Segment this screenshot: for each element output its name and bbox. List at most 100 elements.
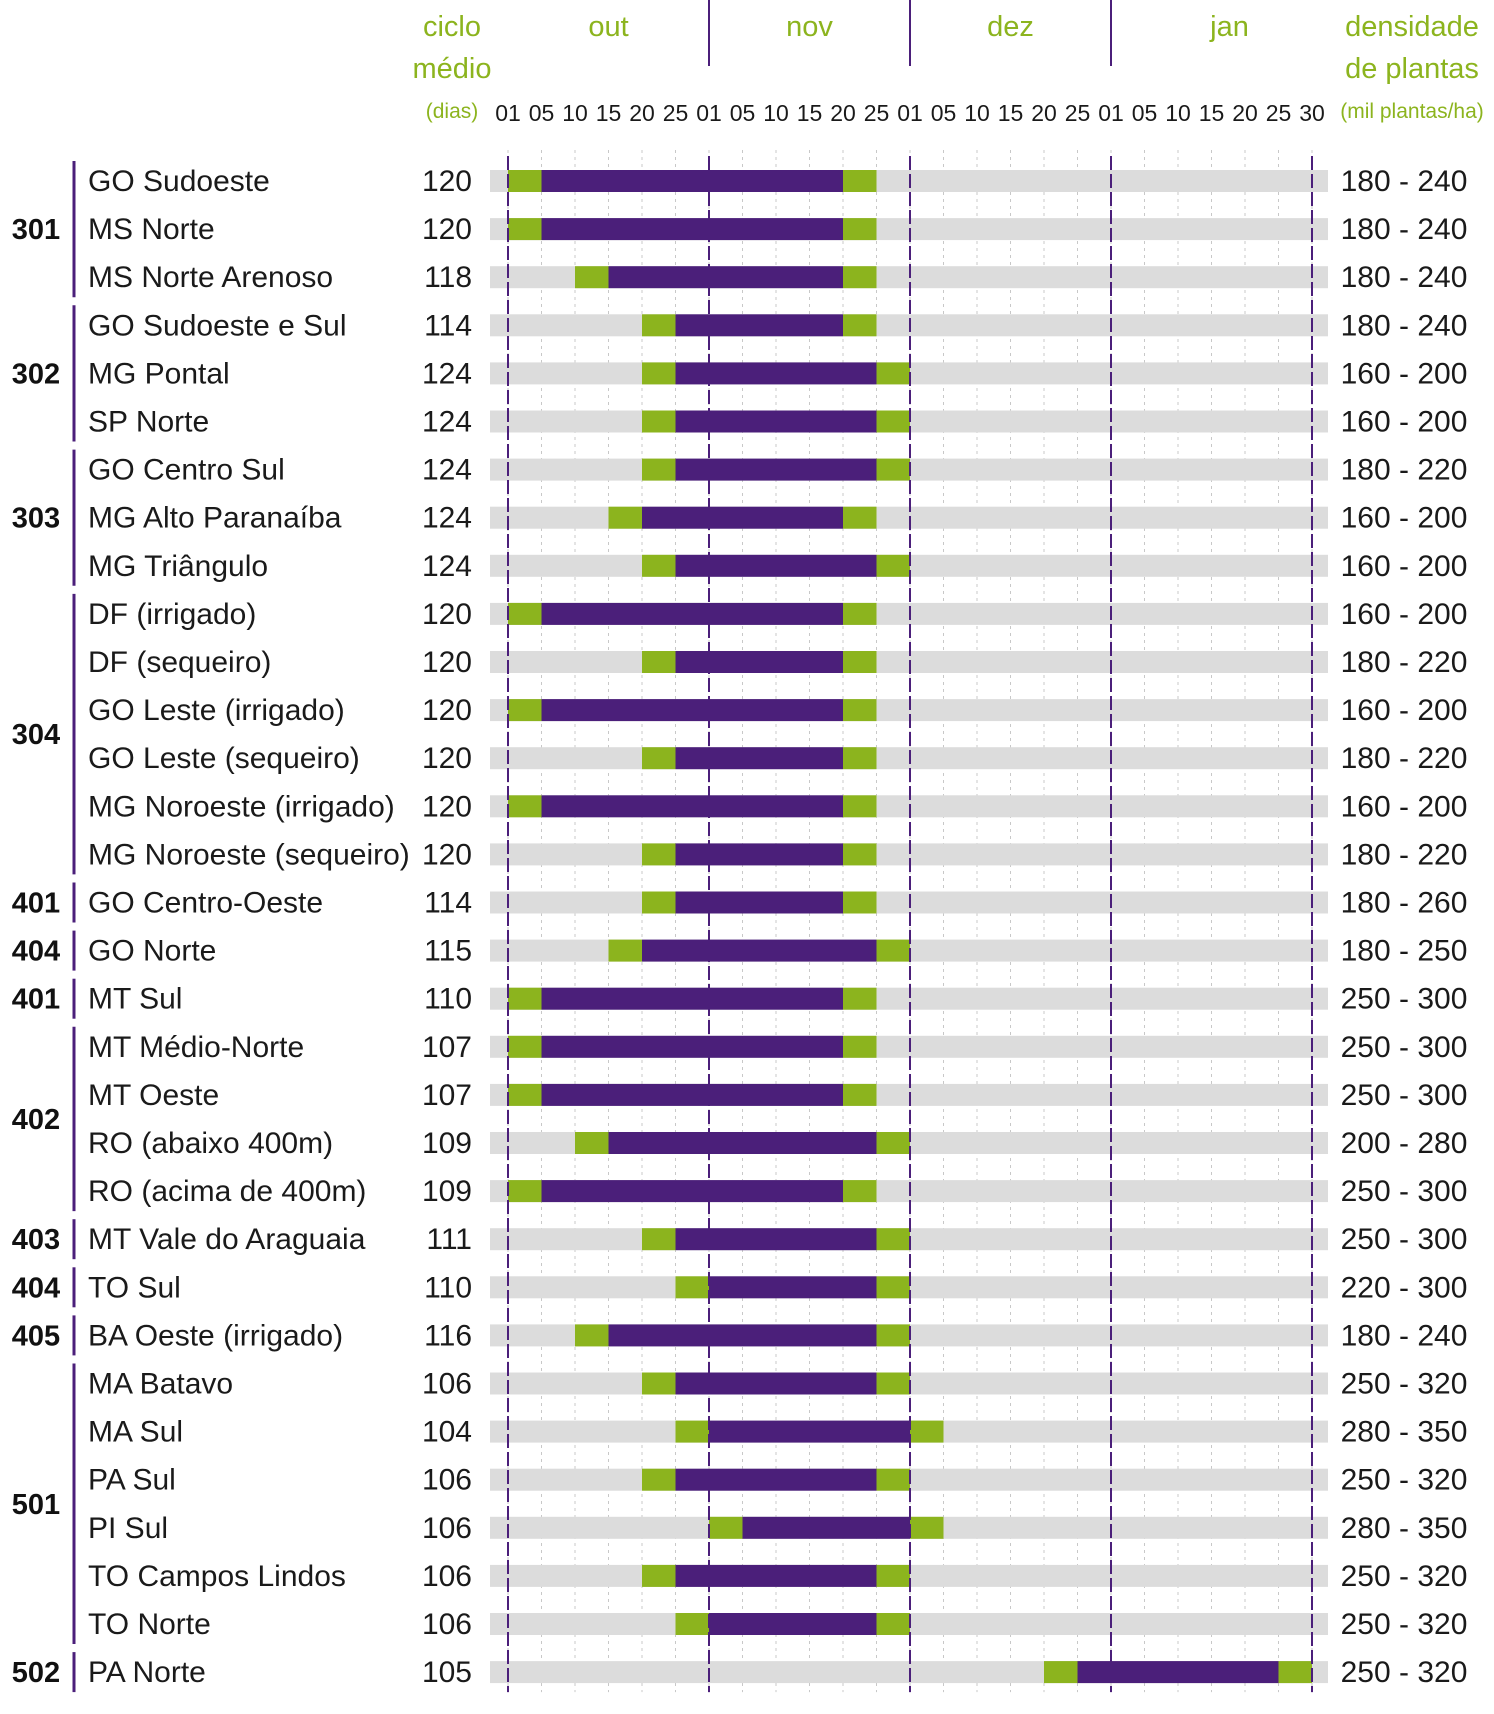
bar-green-early — [642, 554, 676, 577]
bar-green-early — [508, 795, 542, 818]
bar-purple — [541, 987, 843, 1010]
density-value: 250 - 320 — [1341, 1560, 1468, 1593]
bar-green-early — [508, 699, 542, 722]
bar-green-late — [843, 506, 877, 529]
bar-green-late — [843, 266, 877, 289]
bar-green-late — [843, 218, 877, 241]
density-value: 280 - 350 — [1341, 1416, 1468, 1449]
cycle-value: 106 — [422, 1560, 472, 1593]
cycle-value: 109 — [422, 1127, 472, 1160]
bar-green-early — [508, 1035, 542, 1058]
bar-green-early — [675, 1613, 709, 1635]
bar-green-late — [843, 1180, 877, 1203]
cycle-value: 107 — [422, 1031, 472, 1064]
cycle-header-line-2: médio — [413, 53, 492, 85]
density-value: 180 - 220 — [1341, 646, 1468, 679]
bar-purple — [675, 1564, 877, 1587]
bar-green-late — [843, 891, 877, 914]
bar-green-early — [508, 170, 542, 192]
group-code: 304 — [12, 719, 60, 751]
region-label: RO (abaixo 400m) — [88, 1127, 333, 1160]
bar-green-late — [843, 170, 877, 192]
tick-label: 15 — [797, 100, 823, 126]
region-label: MT Sul — [88, 983, 182, 1016]
density-header-line-2: de plantas — [1345, 53, 1479, 85]
bar-green-late — [876, 362, 910, 385]
region-label: DF (irrigado) — [88, 598, 256, 631]
bar-purple — [541, 1180, 843, 1203]
region-label: MG Noroeste (irrigado) — [88, 790, 395, 823]
bars — [490, 170, 1328, 1684]
cycle-value: 124 — [422, 357, 472, 390]
group-code: 401 — [12, 984, 60, 1016]
tick-label: 25 — [864, 100, 890, 126]
bar-green-late — [876, 1564, 910, 1587]
bar-green-early — [508, 1180, 542, 1203]
bar-purple — [675, 314, 843, 337]
density-value: 250 - 300 — [1341, 1031, 1468, 1064]
day-ticks: 01 05 10 15 20 25 01 05 10 15 20 25 01 05 10 15 20 25 01 05… — [495, 100, 1325, 126]
bar-green-late — [876, 410, 910, 433]
bar-green-late — [876, 1468, 910, 1491]
bar-green-late — [876, 458, 910, 481]
density-value: 160 - 200 — [1341, 550, 1468, 583]
density-value: 180 - 240 — [1341, 261, 1468, 294]
density-value: 250 - 300 — [1341, 1079, 1468, 1112]
density-value: 160 - 200 — [1341, 502, 1468, 535]
tick-label: 25 — [1065, 100, 1091, 126]
bar-green-late — [843, 747, 877, 770]
tick-label: 20 — [629, 100, 655, 126]
cycle-value: 118 — [424, 261, 472, 294]
tick-label: 10 — [763, 100, 789, 126]
density-value: 180 - 260 — [1341, 887, 1468, 920]
group-code: 403 — [12, 1224, 60, 1256]
bar-green-early — [642, 362, 676, 385]
region-label: MS Norte Arenoso — [88, 261, 333, 294]
bar-purple — [541, 795, 843, 818]
tick-label: 20 — [1031, 100, 1057, 126]
group-code: 404 — [12, 1272, 60, 1304]
tick-label: 05 — [529, 100, 555, 126]
region-label: TO Norte — [88, 1608, 211, 1641]
bar-purple — [675, 843, 843, 866]
region-label: MT Oeste — [88, 1079, 219, 1112]
tick-label: 05 — [730, 100, 756, 126]
bar-purple — [642, 939, 877, 962]
bar-green-late — [910, 1420, 944, 1443]
bar-green-late — [843, 699, 877, 722]
tick-label: 01 — [897, 100, 923, 126]
group-code: 405 — [12, 1320, 60, 1352]
bar-purple — [675, 362, 877, 385]
bar-green-late — [843, 651, 877, 673]
cycle-value: 107 — [422, 1079, 472, 1112]
bar-green-late — [876, 1324, 910, 1347]
region-label: TO Campos Lindos — [88, 1560, 346, 1593]
region-label: GO Leste (sequeiro) — [88, 742, 360, 775]
tick-label: 01 — [1098, 100, 1124, 126]
bar-purple — [675, 410, 877, 433]
cycle-value: 114 — [424, 309, 472, 342]
region-label: GO Centro-Oeste — [88, 887, 323, 920]
bar-green-late — [843, 602, 877, 625]
cycle-value: 106 — [422, 1608, 472, 1641]
bar-green-early — [642, 747, 676, 770]
region-label: MT Médio-Norte — [88, 1031, 304, 1064]
bar-green-early — [642, 458, 676, 481]
region-label: TO Sul — [88, 1271, 181, 1304]
bar-green-late — [876, 1132, 910, 1154]
group-code: 401 — [12, 888, 60, 920]
bar-green-early — [1044, 1661, 1078, 1684]
month-label: dez — [987, 11, 1034, 43]
region-label: MS Norte — [88, 213, 215, 246]
bar-purple — [541, 699, 843, 722]
cycle-value: 106 — [422, 1464, 472, 1497]
cycle-value: 116 — [424, 1319, 472, 1352]
region-label: MA Sul — [88, 1416, 183, 1449]
density-value: 160 - 200 — [1341, 694, 1468, 727]
bar-purple — [675, 651, 843, 673]
density-value: 180 - 220 — [1341, 454, 1468, 487]
density-value: 180 - 240 — [1341, 309, 1468, 342]
cycle-value: 105 — [422, 1656, 472, 1689]
cycle-value: 110 — [424, 983, 472, 1016]
bar-green-late — [876, 939, 910, 962]
